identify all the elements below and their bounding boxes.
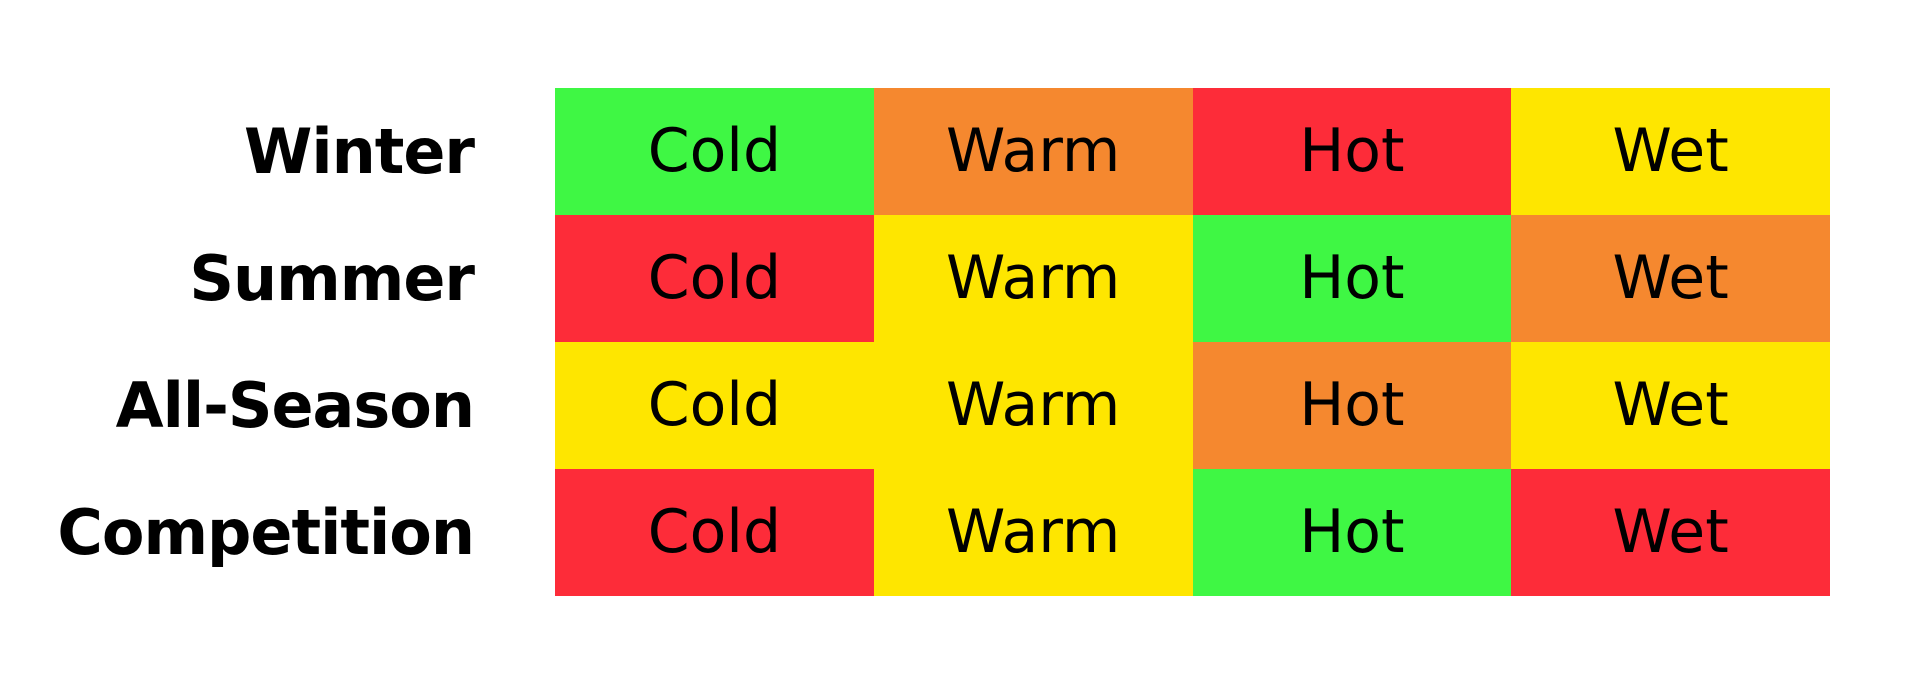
row-label: Summer xyxy=(189,242,475,315)
rating-cell: Hot xyxy=(1192,342,1512,469)
rating-cell: Warm xyxy=(873,88,1193,215)
season-table: Winter Cold Warm Hot Wet Summer Cold Warm Hot Wet… xyxy=(0,88,1830,596)
table-row: Winter Cold Warm Hot Wet xyxy=(0,88,1830,215)
rating-cell: Cold xyxy=(555,342,874,469)
rating-cell: Hot xyxy=(1192,215,1512,342)
table-row: All-Season Cold Warm Hot Wet xyxy=(0,342,1830,469)
rating-cell: Cold xyxy=(555,215,874,342)
rating-cell: Warm xyxy=(873,342,1193,469)
rating-cell: Cold xyxy=(555,469,874,596)
row-label: All-Season xyxy=(115,369,475,442)
row-label: Winter xyxy=(243,115,475,188)
rating-cell: Cold xyxy=(555,88,874,215)
row-label: Competition xyxy=(57,496,475,569)
rating-cell: Warm xyxy=(873,469,1193,596)
rating-cell: Wet xyxy=(1511,215,1830,342)
table-row: Summer Cold Warm Hot Wet xyxy=(0,215,1830,342)
rating-cell: Wet xyxy=(1511,469,1830,596)
rating-cell: Wet xyxy=(1511,342,1830,469)
rating-cell: Hot xyxy=(1192,88,1512,215)
table-row: Competition Cold Warm Hot Wet xyxy=(0,469,1830,596)
rating-cell: Warm xyxy=(873,215,1193,342)
rating-cell: Wet xyxy=(1511,88,1830,215)
rating-cell: Hot xyxy=(1192,469,1512,596)
